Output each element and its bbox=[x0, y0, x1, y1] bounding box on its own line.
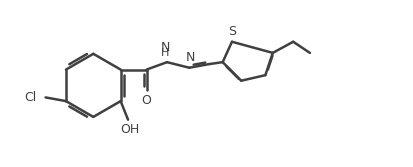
Text: Cl: Cl bbox=[24, 91, 36, 104]
Text: N: N bbox=[161, 41, 170, 54]
Text: O: O bbox=[142, 94, 152, 107]
Text: H: H bbox=[161, 48, 169, 58]
Text: S: S bbox=[228, 25, 236, 38]
Text: N: N bbox=[185, 51, 195, 64]
Text: OH: OH bbox=[120, 123, 140, 136]
